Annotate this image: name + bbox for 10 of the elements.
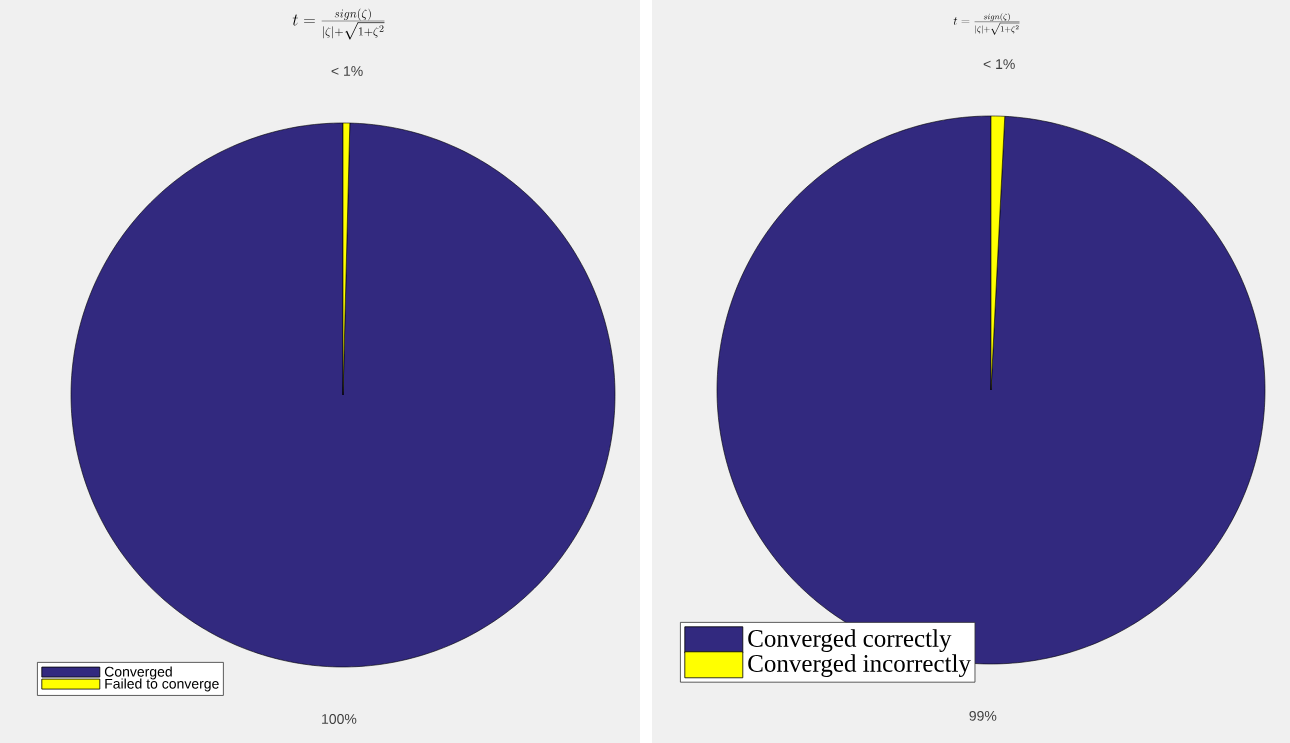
legend-label: Converged correctly: [748, 629, 952, 653]
legend-label: Failed to converge: [105, 678, 219, 692]
chart-title: $t = \frac{sign(\zeta)}{|\zeta|+\sqrt{1+\zeta^2}}$: [953, 13, 1020, 35]
legend-label: Converged incorrectly: [748, 654, 971, 678]
data-label: < 1%: [983, 59, 1015, 69]
data-label: 100%: [322, 713, 357, 724]
data-label: 99%: [969, 710, 997, 721]
chart-title: $t = \frac{sign(\zeta)}{|\zeta|+\sqrt{1+\zeta^2}}$: [292, 8, 385, 40]
legend-label: Converged: [104, 666, 172, 680]
data-label: < 1%: [331, 66, 363, 76]
